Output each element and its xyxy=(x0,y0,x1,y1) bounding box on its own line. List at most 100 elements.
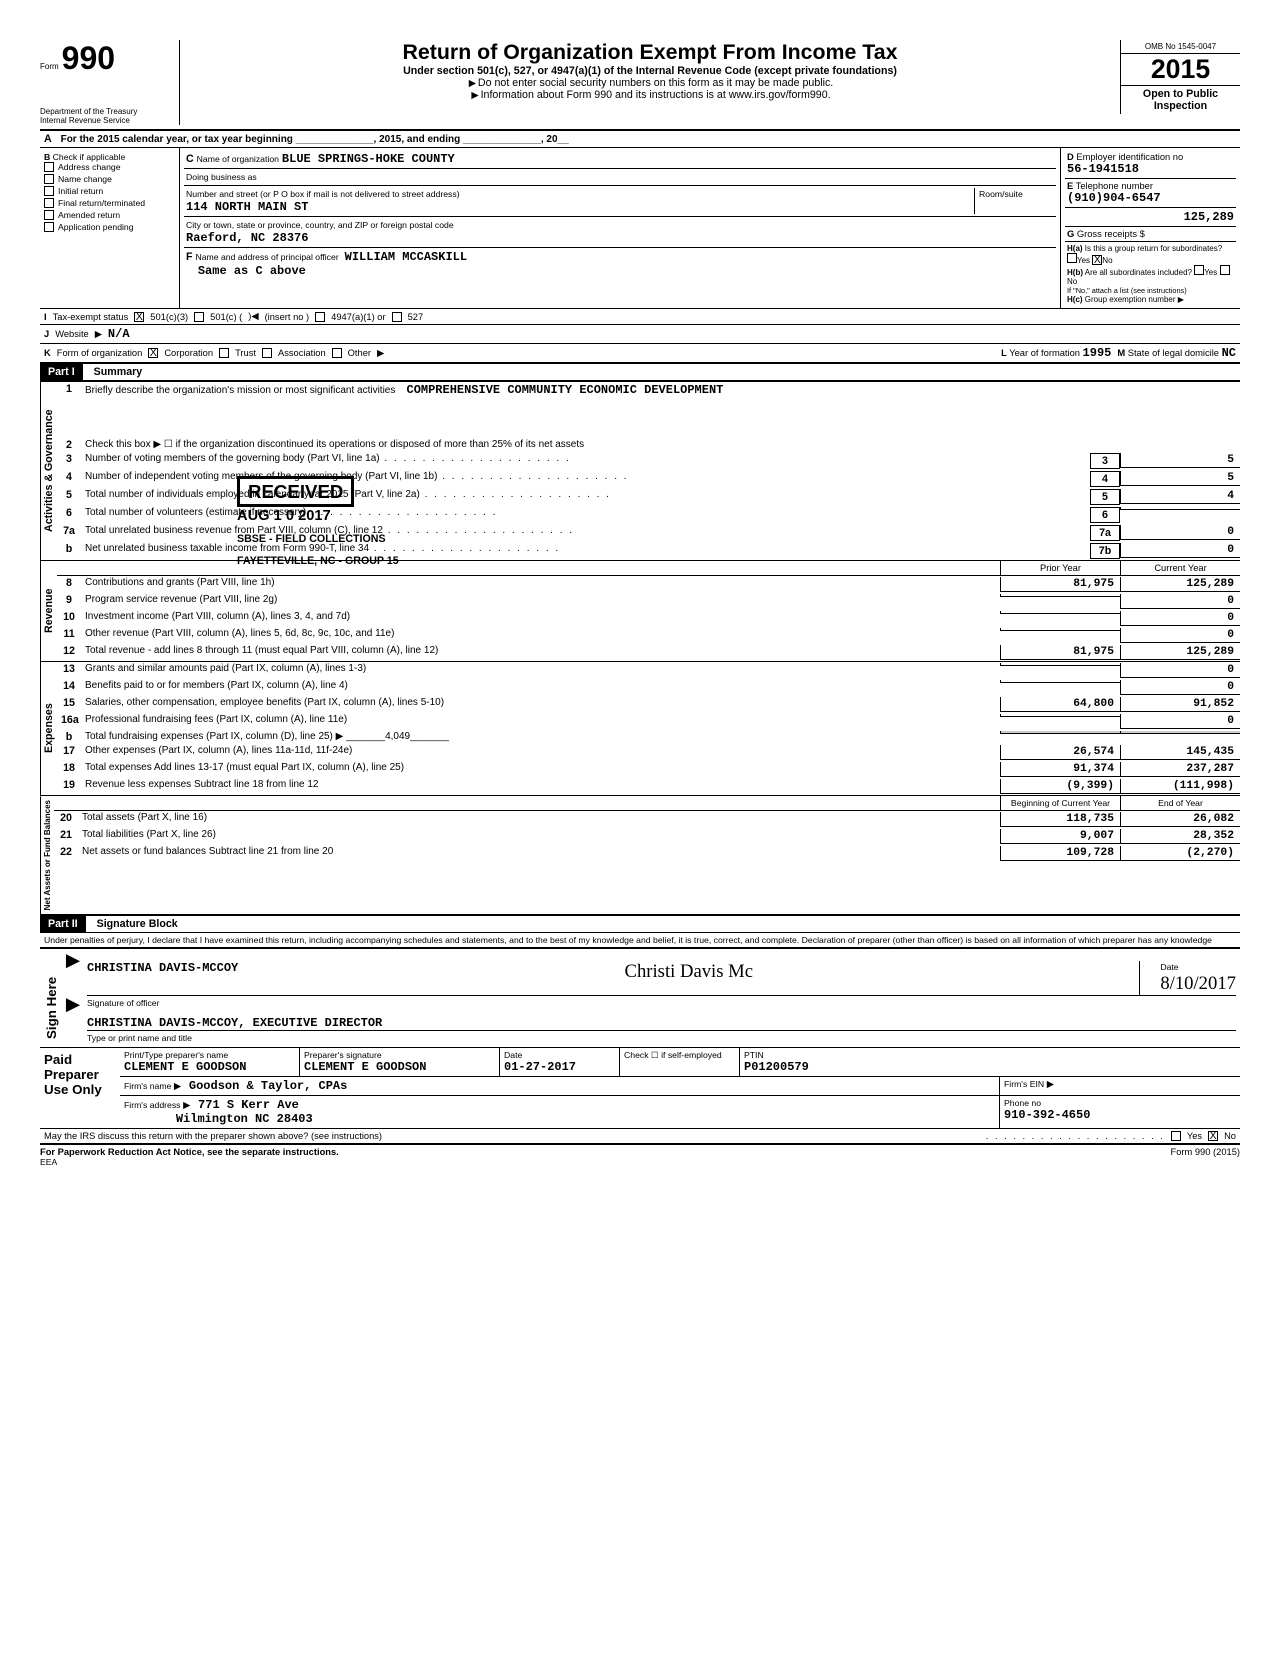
line2-num: 2 xyxy=(57,439,81,451)
ein-value: 56-1941518 xyxy=(1067,162,1139,176)
prep-date-label: Date xyxy=(504,1050,522,1060)
checkbox-address-change[interactable] xyxy=(44,162,54,172)
form-subtitle: Under section 501(c), 527, or 4947(a)(1)… xyxy=(190,65,1110,77)
tax-exempt-label: Tax-exempt status xyxy=(53,312,129,322)
prep-sig-label: Preparer's signature xyxy=(304,1050,382,1060)
section-j: J Website ▶ N/A xyxy=(40,325,1240,344)
part1-title: Summary xyxy=(86,364,151,380)
cb-assoc[interactable] xyxy=(262,348,272,358)
signature-script: Christi Davis Mc xyxy=(625,961,754,995)
irs-label: Internal Revenue Service xyxy=(40,116,171,125)
paid-preparer-section: Paid Preparer Use Only Print/Type prepar… xyxy=(40,1047,1240,1128)
officer-addr: Same as C above xyxy=(198,264,306,278)
prep-name-label: Print/Type preparer's name xyxy=(124,1050,228,1060)
pending-label: Application pending xyxy=(58,222,134,232)
data-line: 21 Total liabilities (Part X, line 26) 9… xyxy=(54,828,1240,845)
data-line: 14 Benefits paid to or for members (Part… xyxy=(57,679,1240,696)
self-emp-label: Check ☐ if self-employed xyxy=(624,1050,722,1060)
sig-date-label: Date xyxy=(1160,962,1178,972)
cb-corp[interactable]: X xyxy=(148,348,158,358)
officer-sig-name: CHRISTINA DAVIS-MCCOY xyxy=(87,961,238,995)
cb-501c[interactable] xyxy=(194,312,204,322)
col-prior: Prior Year xyxy=(1000,561,1120,575)
section-a: A For the 2015 calendar year, or tax yea… xyxy=(40,131,1240,148)
gov-line: 3 Number of voting members of the govern… xyxy=(57,452,1240,470)
form-ref: Form 990 (2015) xyxy=(1171,1147,1240,1157)
line2-text: Check this box ▶ ☐ if the organization d… xyxy=(81,439,1240,450)
ha-label: Is this a group return for subordinates? xyxy=(1085,244,1222,253)
address-change-label: Address change xyxy=(58,162,121,172)
discuss-text: May the IRS discuss this return with the… xyxy=(44,1131,382,1141)
org-name: BLUE SPRINGS-HOKE COUNTY xyxy=(282,152,455,166)
data-line: 8 Contributions and grants (Part VIII, l… xyxy=(57,576,1240,593)
vert-label-expenses: Expenses xyxy=(40,662,57,795)
firm-name-label: Firm's name xyxy=(124,1081,171,1091)
prep-date: 01-27-2017 xyxy=(504,1060,576,1074)
data-line: 22 Net assets or fund balances Subtract … xyxy=(54,845,1240,862)
year-form-value: 1995 xyxy=(1083,346,1112,360)
prep-sig: CLEMENT E GOODSON xyxy=(304,1060,426,1074)
discuss-yes[interactable] xyxy=(1171,1131,1181,1141)
checkbox-initial-return[interactable] xyxy=(44,186,54,196)
activities-governance: Activities & Governance 1 Briefly descri… xyxy=(40,381,1240,561)
website-label: Website xyxy=(55,329,89,339)
form-title: Return of Organization Exempt From Incom… xyxy=(190,40,1110,65)
cb-527[interactable] xyxy=(392,312,402,322)
hb-label: Are all subordinates included? xyxy=(1085,268,1192,277)
letter-b: B xyxy=(44,152,50,162)
checkbox-amended[interactable] xyxy=(44,210,54,220)
phone-label: Telephone number xyxy=(1076,181,1153,191)
part1-header: Part I xyxy=(40,364,83,380)
letter-j: J xyxy=(44,329,49,339)
sign-here-section: Sign Here ▶▶ CHRISTINA DAVIS-MCCOY Chris… xyxy=(40,947,1240,1047)
letter-g: G xyxy=(1067,229,1074,239)
checkbox-final-return[interactable] xyxy=(44,198,54,208)
gov-line: 6 Total number of volunteers (estimate i… xyxy=(57,506,1240,524)
line1-num: 1 xyxy=(57,383,81,395)
paperwork-notice: For Paperwork Reduction Act Notice, see … xyxy=(40,1147,339,1157)
perjury-text: Under penalties of perjury, I declare th… xyxy=(40,933,1240,947)
checkbox-pending[interactable] xyxy=(44,222,54,232)
stamp-received: RECEIVED AUG 1 0 2017 SBSE - FIELD COLLE… xyxy=(237,481,399,569)
data-line: 13 Grants and similar amounts paid (Part… xyxy=(57,662,1240,679)
cb-4947[interactable] xyxy=(315,312,325,322)
officer-name: WILLIAM MCCASKILL xyxy=(345,250,467,264)
paid-label: Paid Preparer Use Only xyxy=(40,1048,120,1128)
firm-phone-label: Phone no xyxy=(1004,1098,1041,1108)
hb-yes[interactable] xyxy=(1194,265,1204,275)
sections-b-g: B Check if applicable Address change Nam… xyxy=(40,148,1240,309)
hb-no[interactable] xyxy=(1220,265,1230,275)
ha-yes[interactable] xyxy=(1067,253,1077,263)
letter-m: M xyxy=(1117,348,1125,358)
letter-i: I xyxy=(44,312,47,322)
checkbox-name-change[interactable] xyxy=(44,174,54,184)
form-header: Form 990 Department of the Treasury Inte… xyxy=(40,40,1240,131)
form-org-label: Form of organization xyxy=(57,348,143,358)
data-line: 15 Salaries, other compensation, employe… xyxy=(57,696,1240,713)
data-line: 18 Total expenses Add lines 13-17 (must … xyxy=(57,761,1240,778)
part1-header-row: Part I Summary xyxy=(40,364,1240,381)
firm-addr2: Wilmington NC 28403 xyxy=(176,1112,313,1126)
vert-label-revenue: Revenue xyxy=(40,561,57,661)
website-value: N/A xyxy=(108,327,130,341)
discuss-no[interactable]: X xyxy=(1208,1131,1218,1141)
cb-trust[interactable] xyxy=(219,348,229,358)
col-end: End of Year xyxy=(1120,796,1240,810)
ha-no[interactable]: X xyxy=(1092,255,1102,265)
form-number: 990 xyxy=(62,40,115,76)
letter-a: A xyxy=(44,133,52,145)
col-current: Current Year xyxy=(1120,561,1240,575)
sign-here-label: Sign Here xyxy=(40,949,63,1047)
cb-other[interactable] xyxy=(332,348,342,358)
firm-phone: 910-392-4650 xyxy=(1004,1108,1090,1122)
sig-date-value: 8/10/2017 xyxy=(1160,973,1236,994)
data-line: 9 Program service revenue (Part VIII, li… xyxy=(57,593,1240,610)
cb-501c3[interactable]: X xyxy=(134,312,144,322)
form-center: Return of Organization Exempt From Incom… xyxy=(190,40,1110,101)
section-i: I Tax-exempt status X501(c)(3) 501(c) ( … xyxy=(40,309,1240,325)
firm-ein-label: Firm's EIN xyxy=(1004,1079,1044,1089)
data-line: 19 Revenue less expenses Subtract line 1… xyxy=(57,778,1240,795)
ein-label: Employer identification no xyxy=(1076,152,1183,162)
ptin-label: PTIN xyxy=(744,1050,764,1060)
street-address: 114 NORTH MAIN ST xyxy=(186,200,308,214)
